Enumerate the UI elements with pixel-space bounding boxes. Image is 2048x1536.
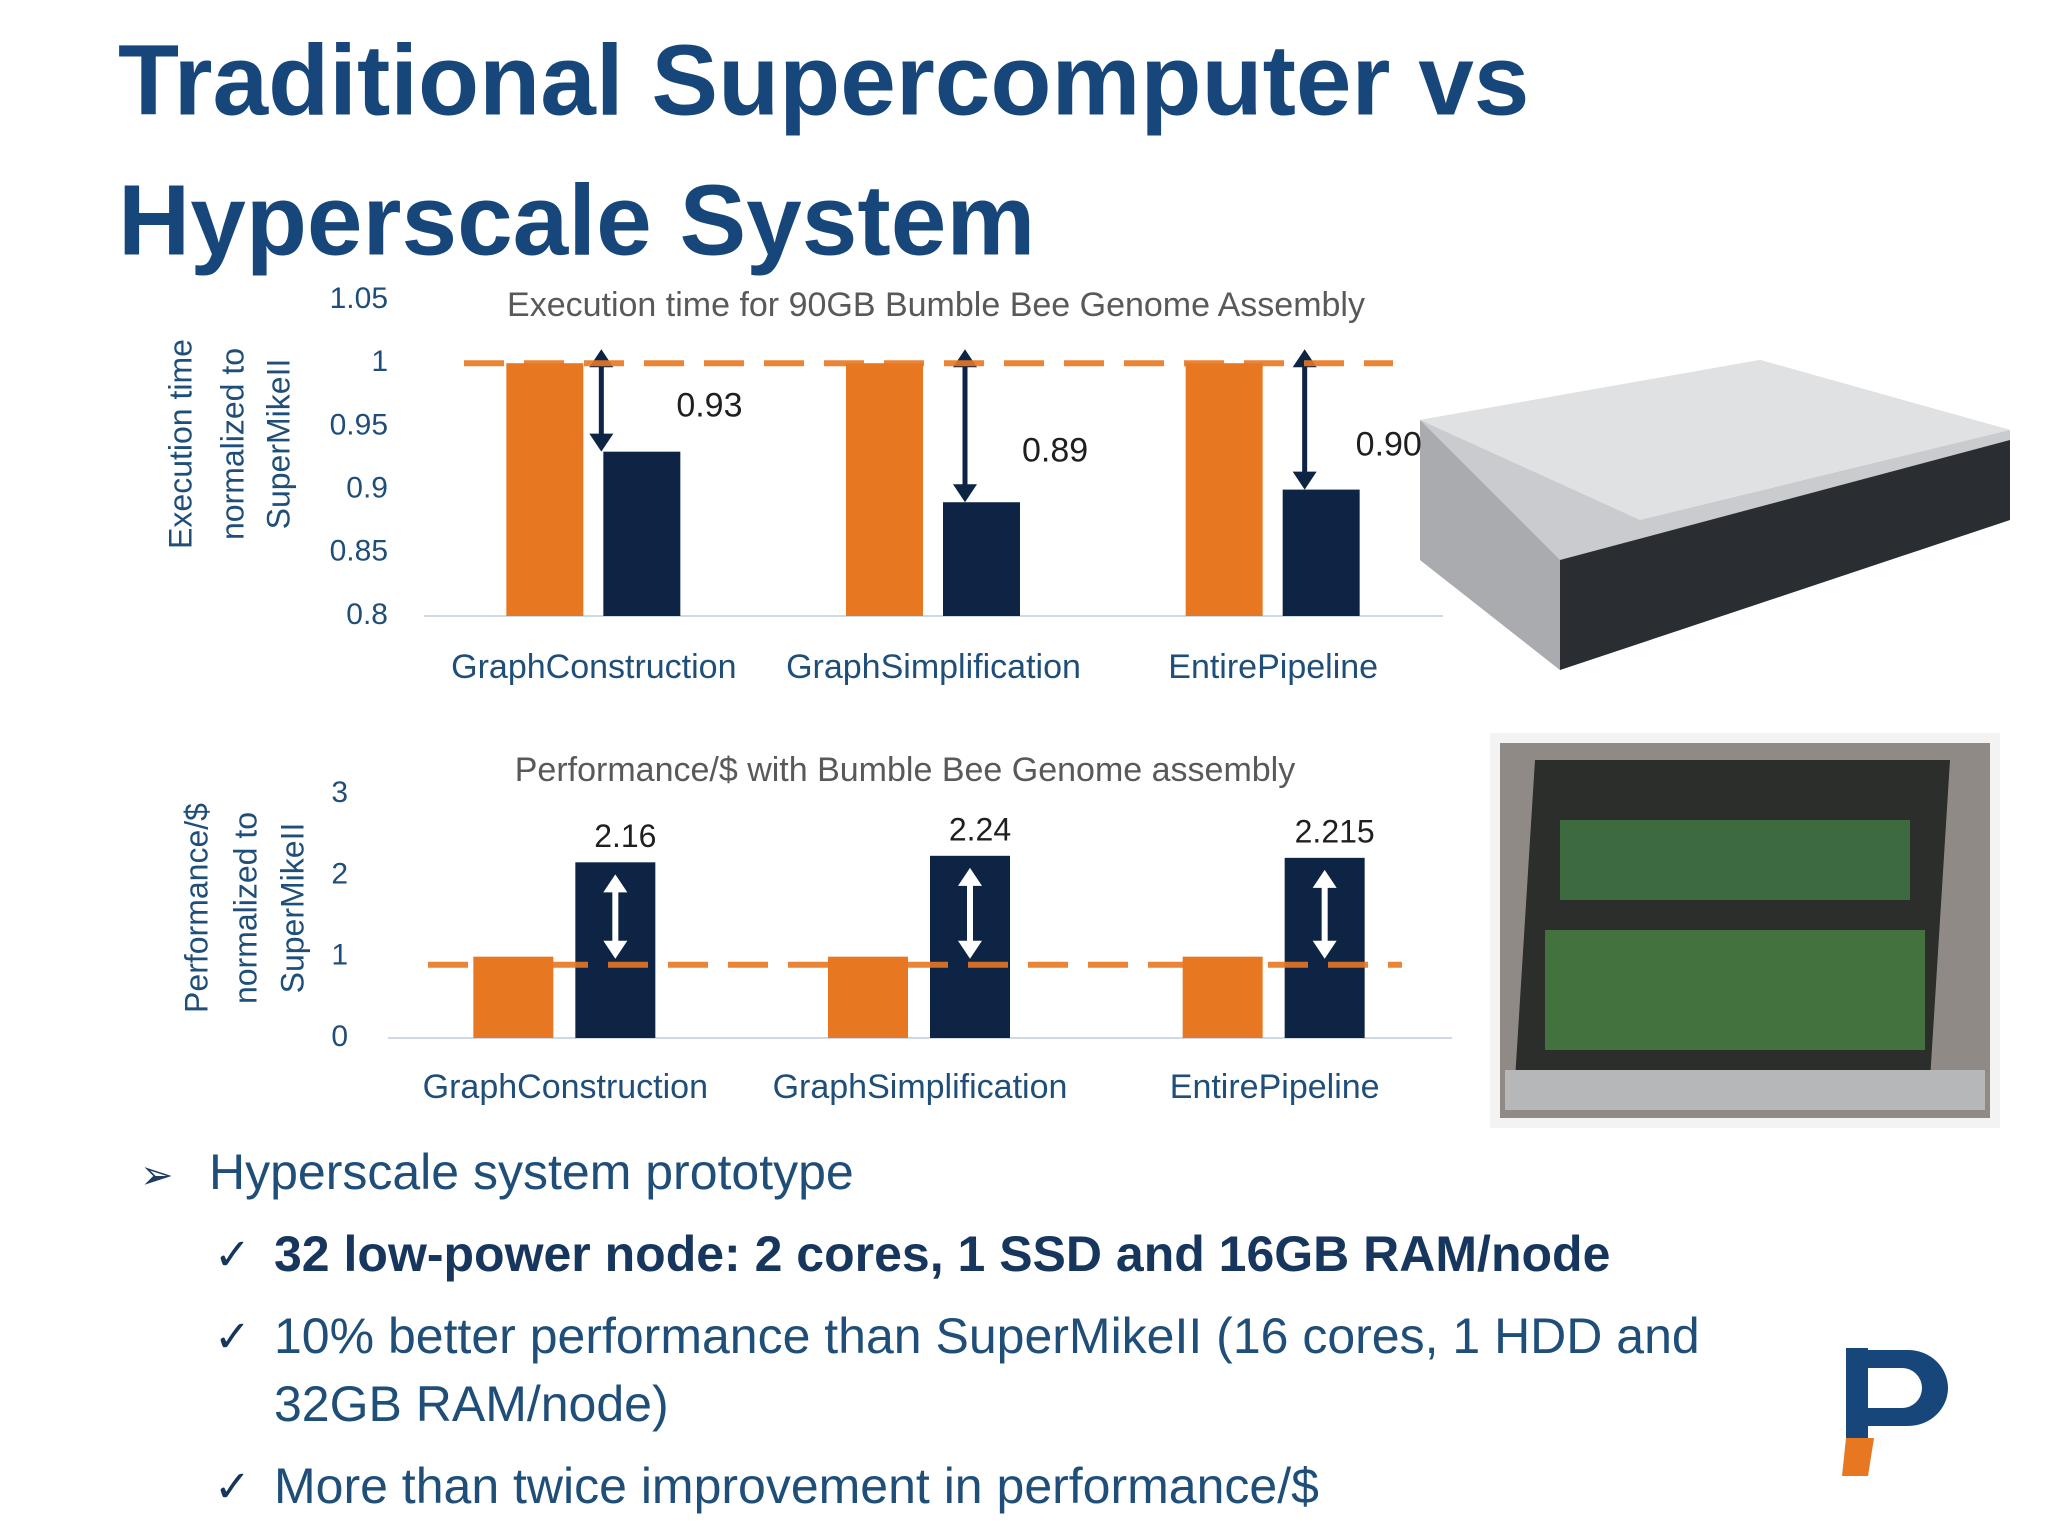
data-label: 2.16 [594, 818, 656, 854]
bar [828, 956, 908, 1038]
y-tick-label: 0.85 [330, 535, 388, 568]
x-tick-label: EntirePipeline [1168, 648, 1378, 686]
bullet-text: 32 low-power node: 2 cores, 1 SSD and 16… [274, 1226, 1610, 1282]
data-label: 0.90 [1356, 425, 1422, 463]
data-label: 2.24 [949, 811, 1011, 847]
bar [473, 956, 554, 1038]
arrow-head [958, 867, 982, 886]
y-tick-label: 1 [371, 345, 388, 378]
x-tick-label: GraphSimplification [773, 1068, 1068, 1106]
arrow-head [603, 874, 628, 893]
check-mark: ✓ [214, 1313, 251, 1362]
x-tick-label: GraphConstruction [423, 1068, 708, 1106]
y-tick-label: 0.95 [330, 408, 388, 441]
y-axis-label: normalized to [214, 348, 250, 540]
bullet-arrow: ➢ [140, 1154, 174, 1198]
y-axis-label: SuperMikeII [274, 823, 310, 994]
bullet-text: More than twice improvement in performan… [274, 1458, 1319, 1514]
bullet-text: 10% better performance than SuperMikeII … [274, 1308, 1700, 1364]
y-axis-label: SuperMikeII [260, 359, 296, 530]
server-photo [1420, 360, 2010, 670]
chart-title: Performance/$ with Bumble Bee Genome ass… [515, 751, 1295, 789]
y-axis-label: normalized to [227, 812, 263, 1004]
bar [1182, 956, 1263, 1038]
y-tick-label: 3 [331, 776, 348, 809]
data-label: 2.215 [1295, 813, 1375, 849]
bullet-text: 32GB RAM/node) [274, 1376, 669, 1432]
arrow-head [1292, 471, 1317, 490]
y-tick-label: 0.9 [346, 472, 388, 505]
bullet-text: Hyperscale system prototype [209, 1144, 854, 1200]
arrow-head [1312, 940, 1337, 959]
y-axis-label: Execution time [162, 339, 198, 549]
check-mark: ✓ [214, 1231, 251, 1280]
logo [1842, 1348, 1948, 1476]
data-label: 0.89 [1022, 432, 1088, 470]
y-tick-label: 0.8 [346, 598, 388, 631]
slide-title: Traditional Supercomputer vs [118, 24, 1529, 136]
bar [846, 363, 923, 616]
y-tick-label: 2 [331, 857, 348, 890]
check-mark: ✓ [214, 1463, 251, 1512]
x-tick-label: GraphConstruction [451, 648, 736, 686]
slide-title: Hyperscale System [118, 164, 1035, 276]
server-photo [1490, 733, 2000, 1128]
bar [603, 451, 681, 616]
x-tick-label: GraphSimplification [786, 648, 1081, 686]
bar [1185, 363, 1263, 616]
y-tick-label: 0 [331, 1020, 348, 1053]
y-axis-label: Performance/$ [178, 803, 214, 1013]
y-tick-label: 1.05 [330, 282, 388, 315]
chart-title: Execution time for 90GB Bumble Bee Genom… [507, 286, 1365, 324]
x-tick-label: EntirePipeline [1170, 1068, 1380, 1106]
y-tick-label: 1 [331, 939, 348, 972]
arrow-head [603, 940, 628, 959]
arrow-head [1312, 869, 1337, 888]
arrow-head [958, 940, 982, 959]
bar [506, 363, 584, 616]
arrow-head [589, 433, 614, 452]
arrow-head [953, 484, 977, 503]
data-label: 0.93 [676, 386, 742, 424]
bar [943, 502, 1020, 616]
bar [1282, 489, 1360, 616]
